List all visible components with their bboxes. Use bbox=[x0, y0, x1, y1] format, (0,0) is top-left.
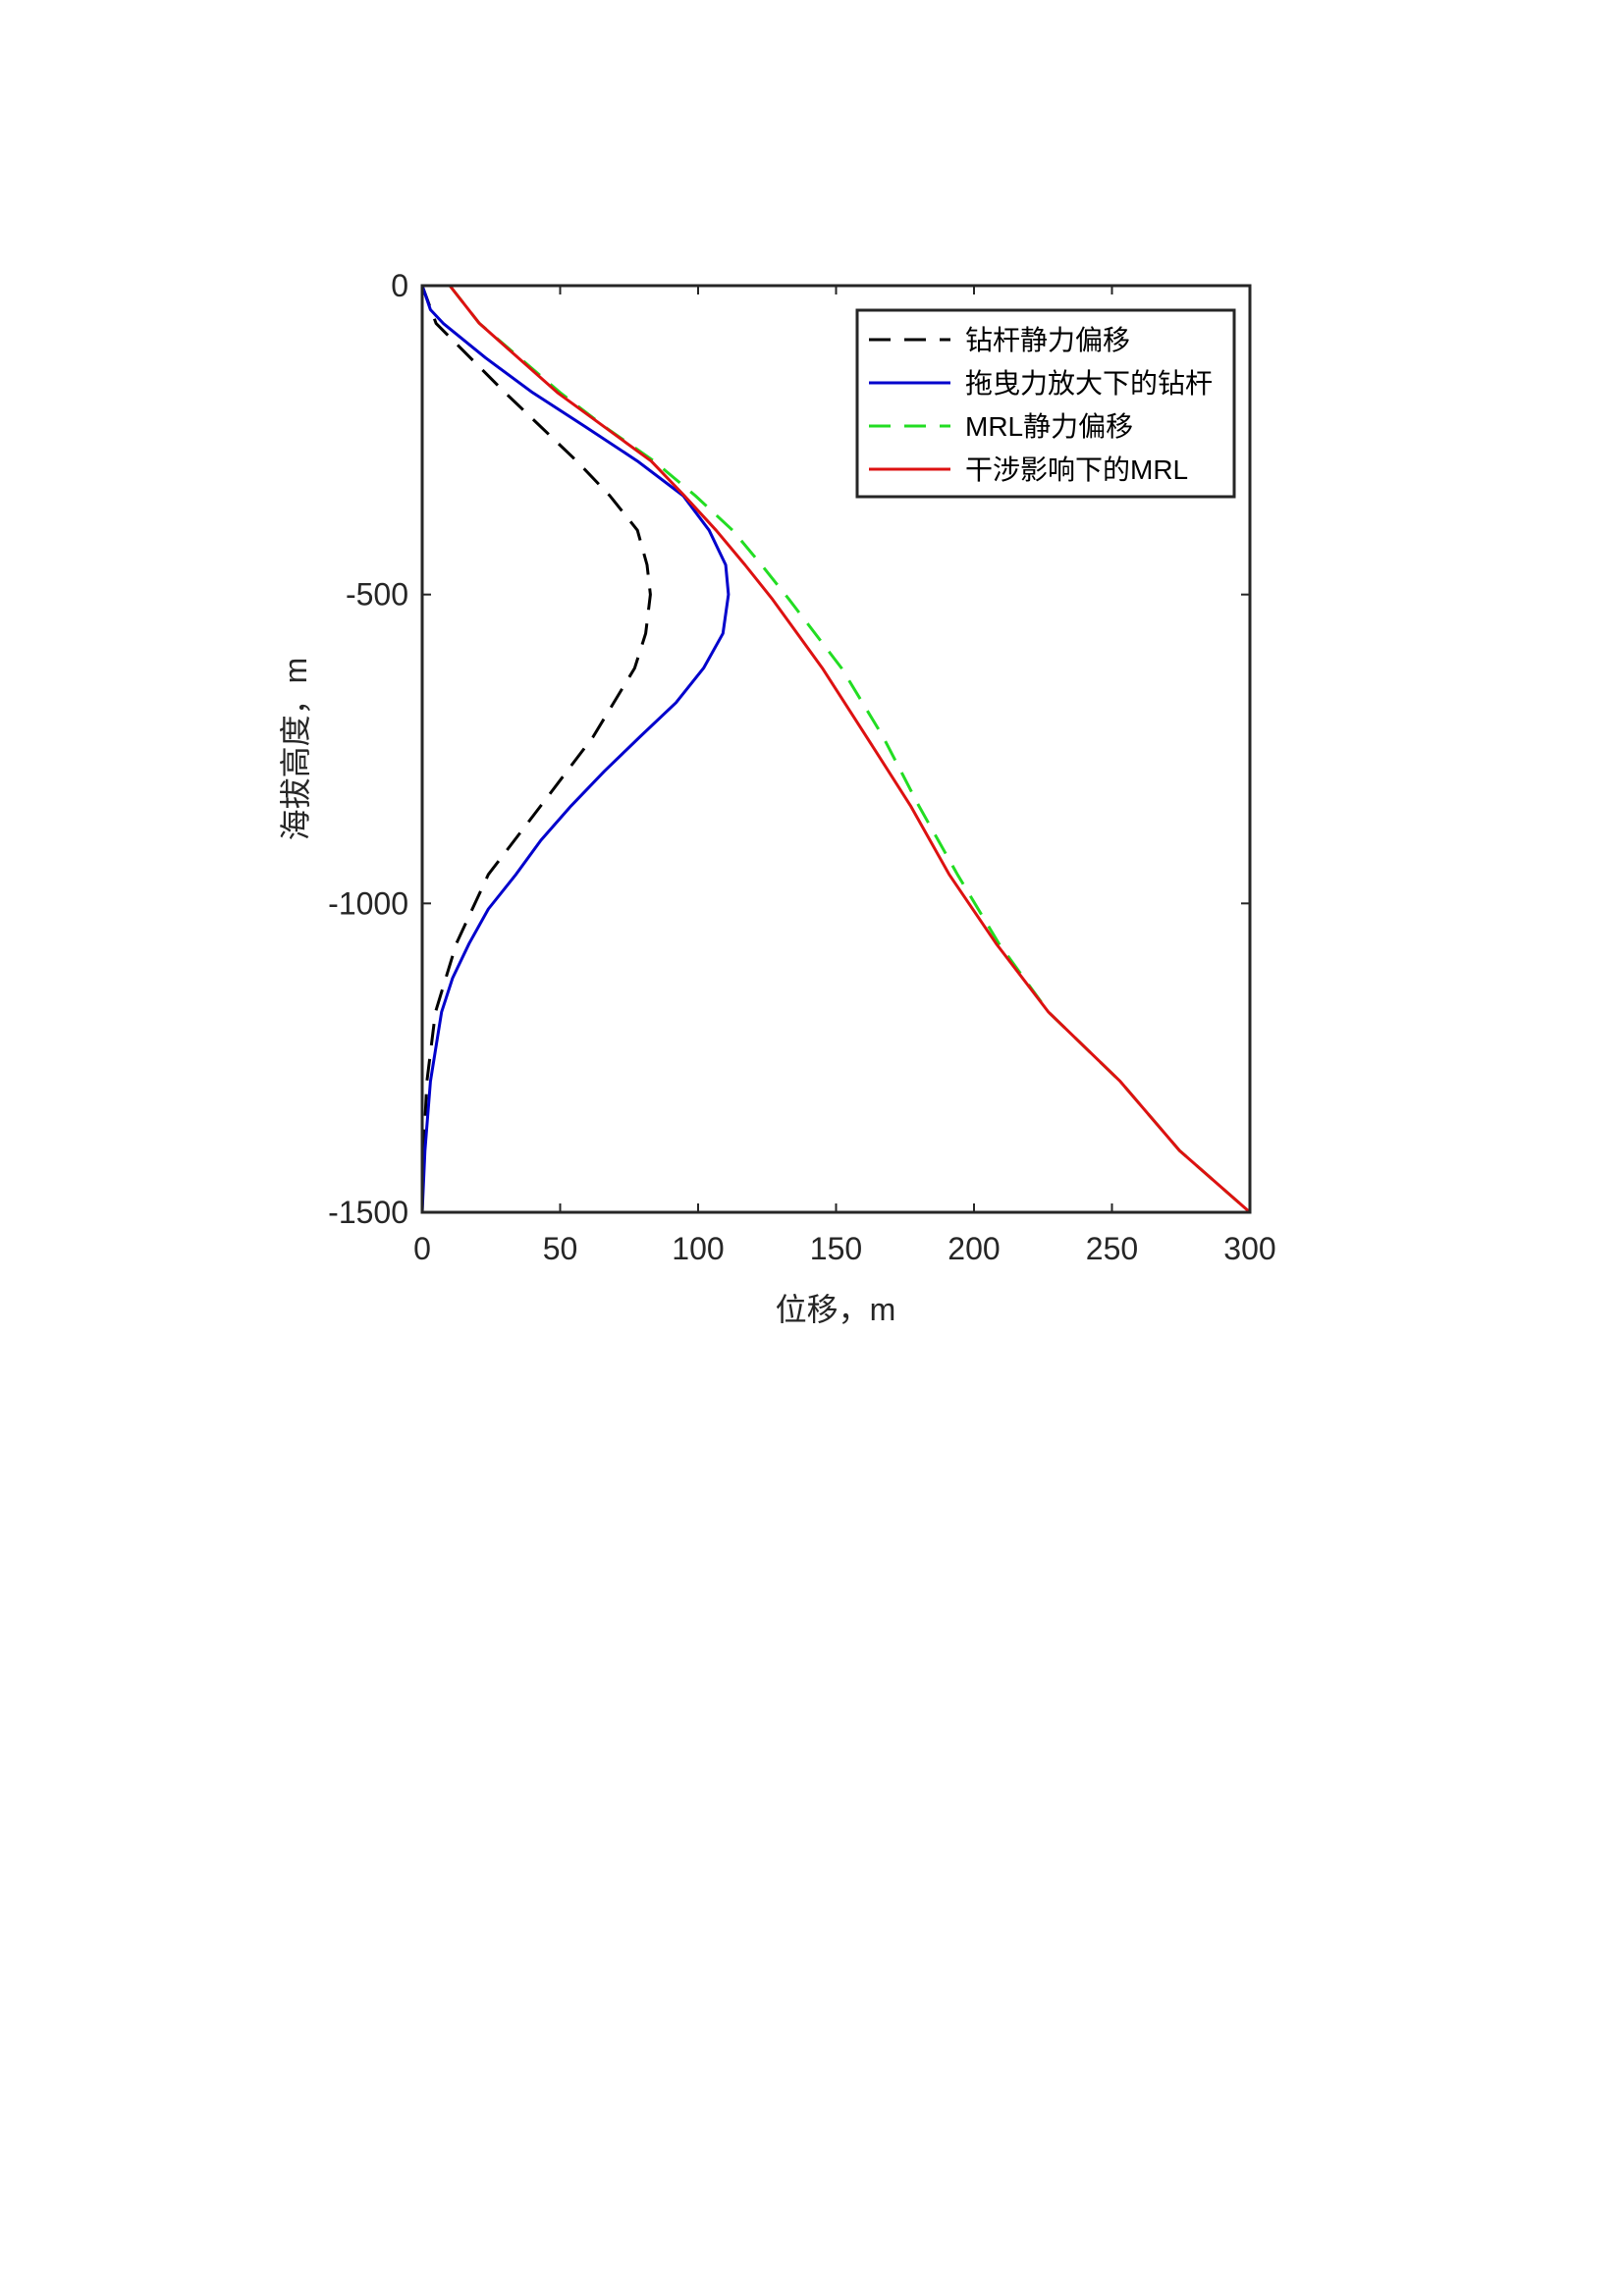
x-axis-label: 位移，m bbox=[776, 1292, 896, 1327]
legend-label-2: MRL静力偏移 bbox=[965, 411, 1133, 442]
legend-label-1: 拖曳力放大下的钻杆 bbox=[965, 368, 1213, 399]
series-line-0 bbox=[420, 285, 652, 1213]
x-tick-label: 150 bbox=[810, 1231, 862, 1266]
x-tick-label: 300 bbox=[1223, 1231, 1275, 1266]
legend-label-0: 钻杆静力偏移 bbox=[965, 325, 1130, 355]
y-tick-label: 0 bbox=[391, 268, 408, 303]
x-tick-label: 50 bbox=[543, 1231, 578, 1266]
y-tick-label: -500 bbox=[346, 577, 408, 613]
y-tick-label: -1500 bbox=[328, 1195, 408, 1230]
x-tick-label: 200 bbox=[947, 1231, 1000, 1266]
x-tick-label: 0 bbox=[413, 1231, 431, 1266]
legend-label-3: 干涉影响下的MRL bbox=[965, 454, 1188, 485]
series-line-1 bbox=[420, 285, 731, 1213]
y-axis-label: 海拔高度，m bbox=[278, 658, 313, 841]
x-tick-label: 250 bbox=[1086, 1231, 1138, 1266]
x-tick-label: 100 bbox=[672, 1231, 724, 1266]
legend-box bbox=[855, 308, 1236, 499]
series-line-3 bbox=[448, 285, 1251, 1214]
y-tick-label: -1000 bbox=[328, 885, 408, 921]
